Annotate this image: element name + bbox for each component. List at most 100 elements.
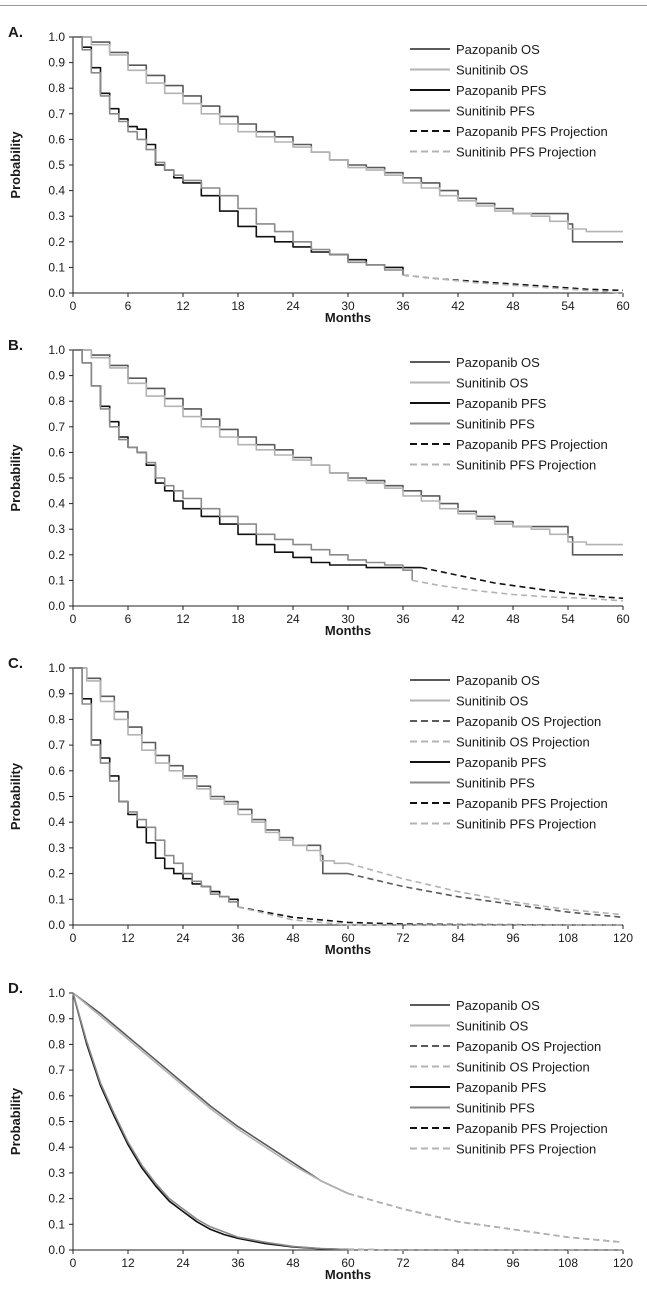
y-tick-label: 0.0 [48,918,65,932]
y-tick-label: 0.1 [48,573,65,587]
series-sunitinib-pfs-projection [412,579,624,602]
x-tick-label: 36 [231,1256,245,1270]
x-tick-label: 36 [231,931,245,945]
y-tick-label: 0.1 [48,892,65,906]
y-tick-label: 1.0 [48,661,65,675]
x-axis-label: Months [325,310,371,325]
y-tick-label: 0.9 [48,1012,65,1026]
series-sunitinib-os [73,36,623,233]
y-tick-label: 0.3 [48,522,65,536]
x-tick-label: 12 [121,931,135,945]
series-pazopanib-pfs-projection [421,566,624,600]
y-tick-label: 0.6 [48,764,65,778]
x-tick-label: 54 [561,612,575,626]
x-tick-label: 24 [176,931,190,945]
legend-label-pazopanib-os: Pazopanib OS [456,998,540,1013]
legend-label-sunitinib-os-projection: Sunitinib OS Projection [456,1060,590,1075]
series-pazopanib-pfs [73,36,404,276]
y-tick-label: 0.2 [48,235,65,249]
x-tick-label: 0 [70,931,77,945]
y-tick-label: 0.7 [48,107,65,121]
x-tick-label: 72 [396,1256,410,1270]
series-sunitinib-os [73,667,348,865]
legend-label-sunitinib-os: Sunitinib OS [456,694,529,709]
top-rule [0,5,647,6]
x-tick-label: 108 [558,931,578,945]
y-tick-label: 0.6 [48,1089,65,1103]
y-tick-label: 0.4 [48,497,65,511]
x-tick-label: 0 [70,299,77,313]
legend-label-sunitinib-pfs: Sunitinib PFS [456,1101,535,1116]
y-tick-label: 0.2 [48,548,65,562]
y-tick-label: 0.0 [48,1243,65,1257]
series-sunitinib-pfs-projection [237,906,623,926]
series-pazopanib-os [72,992,349,1195]
y-tick-label: 0.5 [48,790,65,804]
legend-label-sunitinib-os: Sunitinib OS [456,63,529,78]
legend-label-pazopanib-pfs: Pazopanib PFS [456,755,547,770]
x-tick-label: 120 [613,931,633,945]
x-tick-label: 24 [286,299,300,313]
x-tick-label: 96 [506,1256,520,1270]
y-tick-label: 0.6 [48,445,65,459]
x-axis-label: Months [325,1267,371,1282]
series-sunitinib-os-projection [347,862,624,916]
x-tick-label: 42 [451,612,465,626]
x-tick-label: 18 [231,299,245,313]
x-tick-label: 60 [616,299,630,313]
x-tick-label: 60 [341,931,355,945]
series-pazopanib-os [73,667,348,875]
series-sunitinib-os-projection [347,1192,624,1244]
legend-label-pazopanib-os: Pazopanib OS [456,355,540,370]
series-sunitinib-pfs [72,992,349,1251]
y-tick-label: 1.0 [48,986,65,1000]
x-tick-label: 12 [121,1256,135,1270]
x-tick-label: 48 [286,931,300,945]
x-tick-label: 54 [561,299,575,313]
legend-label-pazopanib-pfs-projection: Pazopanib PFS Projection [456,437,608,452]
x-tick-label: 84 [451,931,465,945]
x-tick-label: 36 [396,612,410,626]
panel-label: A. [8,24,23,41]
y-tick-label: 0.7 [48,420,65,434]
x-tick-label: 60 [341,1256,355,1270]
x-tick-label: 84 [451,1256,465,1270]
y-tick-label: 0.5 [48,158,65,172]
series-pazopanib-pfs-projection [402,274,624,292]
panel-1: A. 0.0 0.1 0.2 0.3 0.4 0.5 0.6 0.7 0.8 0.9 1.0 0 6 12 1… [8,24,630,325]
legend-label-pazopanib-os: Pazopanib OS [456,673,540,688]
legend: Pazopanib OS Sunitinib OS Pazopanib OS Pro… [410,998,608,1157]
x-tick-label: 0 [70,1256,77,1270]
y-axis-label: Probability [8,762,23,830]
y-tick-label: 0.8 [48,712,65,726]
legend-label-sunitinib-pfs-projection: Sunitinib PFS Projection [456,817,596,832]
legend-label-pazopanib-pfs: Pazopanib PFS [456,83,547,98]
y-tick-label: 0.5 [48,1115,65,1129]
y-tick-label: 1.0 [48,343,65,357]
y-tick-label: 0.0 [48,286,65,300]
y-axis-label: Probability [8,131,23,199]
x-tick-label: 36 [396,299,410,313]
y-tick-label: 0.8 [48,1037,65,1051]
legend-label-sunitinib-os: Sunitinib OS [456,1019,529,1034]
panel-label: D. [8,980,23,997]
legend-label-sunitinib-pfs: Sunitinib PFS [456,417,535,432]
series-pazopanib-pfs [73,667,239,907]
x-tick-label: 108 [558,1256,578,1270]
y-tick-label: 0.2 [48,867,65,881]
series-sunitinib-os [73,349,623,546]
series-sunitinib-pfs [73,349,413,581]
legend: Pazopanib OS Sunitinib OS Pazopanib PFS Sun… [410,355,608,473]
x-tick-label: 30 [341,612,355,626]
y-tick-label: 0.9 [48,56,65,70]
y-tick-label: 0.9 [48,687,65,701]
x-tick-label: 96 [506,931,520,945]
panel-label: B. [8,337,23,354]
y-tick-label: 0.8 [48,81,65,95]
x-tick-label: 18 [231,612,245,626]
series-pazopanib-pfs [73,349,422,569]
x-tick-label: 72 [396,931,410,945]
y-tick-label: 0.8 [48,394,65,408]
